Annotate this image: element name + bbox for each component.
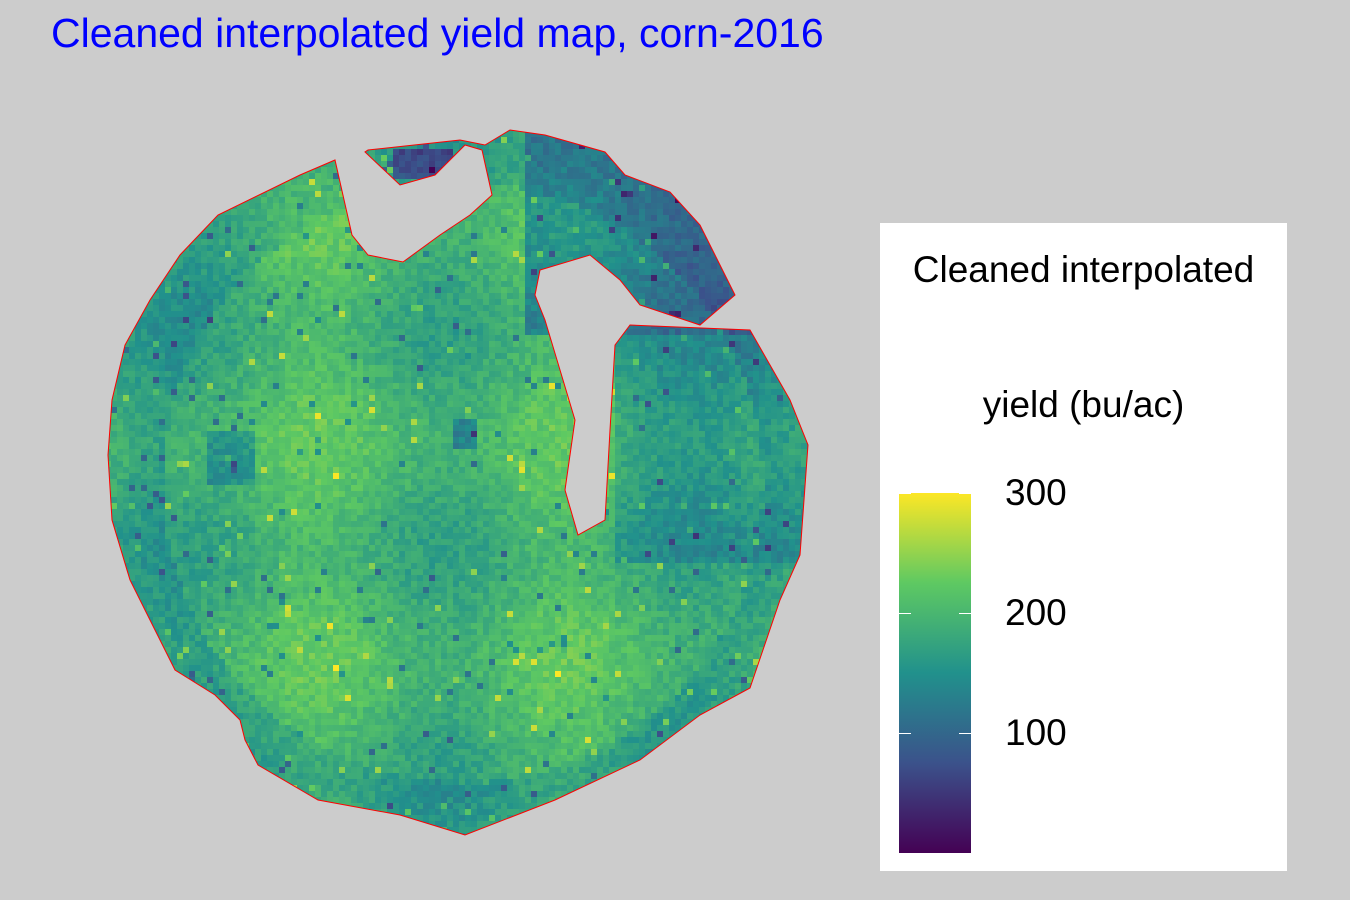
yield-raster <box>108 130 808 835</box>
legend: Cleaned interpolated yield (bu/ac) 300 20… <box>880 223 1287 871</box>
legend-title-line2: yield (bu/ac) <box>982 384 1185 425</box>
legend-tick-mark <box>899 613 911 614</box>
yield-map <box>107 129 809 836</box>
legend-tick-mark <box>899 493 911 494</box>
legend-tick-label: 100 <box>1005 712 1067 753</box>
legend-title-line1: Cleaned interpolated <box>912 249 1255 290</box>
legend-colorbar <box>899 493 971 853</box>
legend-tick-mark <box>959 733 971 734</box>
page-title: Cleaned interpolated yield map, corn-201… <box>51 10 824 56</box>
legend-tick-label: 300 <box>1005 472 1067 513</box>
legend-tick-label: 200 <box>1005 592 1067 633</box>
legend-tick-mark <box>899 733 911 734</box>
field-boundary <box>107 129 809 836</box>
legend-tick-mark <box>959 613 971 614</box>
legend-tick-mark <box>959 493 971 494</box>
